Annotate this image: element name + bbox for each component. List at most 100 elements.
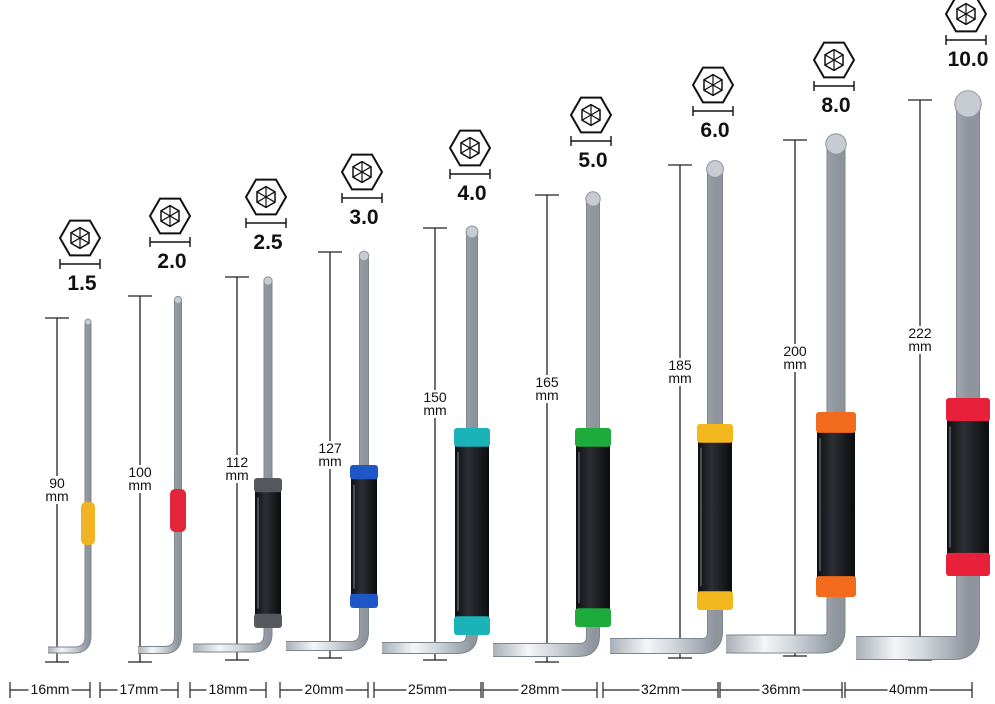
- length-dimension-line: [535, 194, 559, 663]
- ball-end: [954, 90, 982, 118]
- length-unit: mm: [423, 402, 447, 418]
- hex-key-2.5: [189, 276, 282, 698]
- length-value: 200: [783, 343, 807, 359]
- length-value: 127: [318, 440, 342, 456]
- color-band-bottom: [454, 616, 490, 635]
- ball-end: [173, 295, 183, 305]
- size-label: 8.0: [821, 94, 851, 117]
- hex-socket-icon: [691, 66, 735, 116]
- length-label: 127 mm: [318, 440, 342, 469]
- color-sleeve: [81, 502, 95, 545]
- rubber-grip: [576, 428, 610, 627]
- length-label: 222 mm: [908, 325, 932, 354]
- width-label: 25mm: [406, 681, 449, 697]
- length-value: 150: [423, 389, 447, 405]
- hex-socket-icon: [244, 178, 288, 228]
- hex-socket-icon: [148, 197, 192, 247]
- hex-socket-icon: [448, 129, 492, 179]
- hex-key-8.0: [719, 133, 856, 698]
- size-label: 3.0: [349, 206, 379, 229]
- color-band-bottom: [816, 576, 856, 597]
- width-label: 18mm: [206, 681, 250, 697]
- length-label: 150 mm: [423, 389, 447, 418]
- hex-key-2.0: [99, 295, 186, 698]
- size-label: 10.0: [947, 48, 989, 71]
- color-band-bottom: [946, 552, 990, 576]
- hex-socket-icon: [944, 0, 988, 45]
- color-band-bottom: [575, 608, 611, 627]
- length-value: 222: [908, 325, 932, 341]
- length-unit: mm: [318, 453, 342, 469]
- length-unit: mm: [668, 369, 692, 386]
- key-shaft: [726, 144, 845, 653]
- width-label: 32mm: [639, 681, 682, 697]
- key-shaft: [193, 281, 272, 652]
- width-label: 17mm: [117, 681, 161, 697]
- width-label: 36mm: [759, 681, 803, 697]
- size-label: 1.5: [67, 272, 97, 295]
- rubber-grip: [255, 478, 281, 628]
- size-label: 4.0: [457, 182, 487, 205]
- length-dimension-line: [783, 139, 807, 657]
- hex-socket-icon: [340, 153, 384, 203]
- length-value: 185: [668, 356, 692, 373]
- length-value: 112: [225, 453, 249, 470]
- hex-socket-icon: [812, 41, 856, 91]
- length-value: 165: [535, 373, 559, 390]
- size-label: 6.0: [700, 119, 730, 142]
- length-unit: mm: [535, 386, 559, 403]
- length-unit: mm: [783, 356, 807, 372]
- rubber-grip: [947, 398, 989, 576]
- hex-socket-icon: [569, 96, 613, 146]
- ball-end: [84, 318, 92, 326]
- length-label: 200 mm: [783, 343, 807, 372]
- length-unit: mm: [225, 466, 249, 483]
- rubber-grip: [351, 465, 377, 608]
- color-band-top: [254, 478, 282, 493]
- color-band-top: [350, 465, 378, 480]
- hex-socket-icon: [58, 219, 102, 269]
- length-unit: mm: [908, 338, 932, 354]
- key-shaft: [48, 322, 91, 653]
- key-shaft: [493, 199, 599, 656]
- color-band-top: [816, 412, 856, 433]
- width-label: 28mm: [518, 681, 562, 697]
- size-label: 5.0: [578, 149, 608, 172]
- hex-key-10.0: [844, 90, 990, 698]
- size-label: 2.5: [253, 231, 283, 254]
- color-band-top: [697, 424, 733, 443]
- color-band-top: [575, 428, 611, 447]
- color-band-bottom: [350, 593, 378, 608]
- width-label: 20mm: [302, 681, 346, 697]
- hex-key-5.0: [482, 191, 611, 698]
- ball-end: [825, 133, 847, 155]
- length-label: 90 mm: [45, 475, 69, 504]
- color-band-top: [454, 428, 490, 447]
- hex-key-1.5: [9, 317, 95, 698]
- key-shaft: [138, 300, 181, 653]
- length-label: 100 mm: [128, 465, 152, 493]
- size-label: 2.0: [157, 250, 187, 273]
- color-band-bottom: [254, 613, 282, 628]
- rubber-grip: [698, 424, 732, 610]
- length-unit: mm: [128, 477, 152, 493]
- key-shaft: [286, 256, 368, 650]
- length-value: 90: [49, 475, 65, 491]
- color-band-bottom: [697, 591, 733, 610]
- width-label: 16mm: [28, 681, 72, 697]
- length-dimension-line: [908, 99, 932, 661]
- hex-key-3.0: [279, 250, 378, 698]
- length-unit: mm: [45, 488, 69, 504]
- ball-end: [465, 225, 479, 239]
- width-label: 40mm: [887, 681, 930, 697]
- key-shaft: [856, 104, 979, 659]
- rubber-grip: [817, 412, 855, 597]
- length-label: 112 mm: [225, 453, 249, 483]
- ball-end: [706, 160, 724, 178]
- length-label: 185 mm: [668, 356, 692, 386]
- length-dimension-line: [423, 227, 447, 661]
- color-sleeve: [170, 489, 186, 532]
- ball-end: [263, 276, 273, 286]
